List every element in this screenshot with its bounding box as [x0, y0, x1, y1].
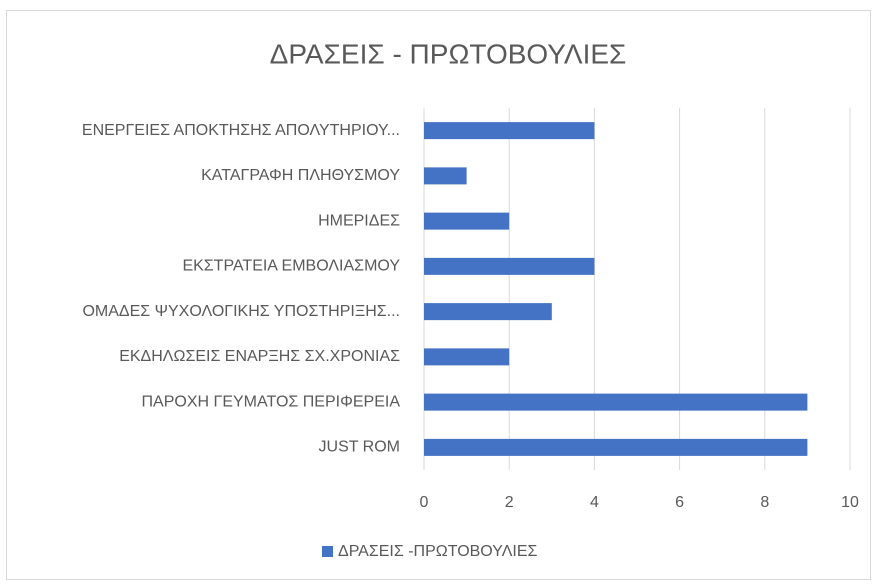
x-tick-label: 6: [675, 494, 684, 511]
bar: [424, 167, 467, 185]
chart-frame: [6, 10, 871, 580]
bar: [424, 393, 808, 411]
bar: [424, 438, 808, 456]
x-tick-label: 4: [590, 494, 599, 511]
bar: [424, 348, 510, 366]
legend-swatch: [322, 546, 333, 557]
y-tick-label: JUST ROM: [319, 439, 400, 456]
legend-label: ΔΡΑΣΕΙΣ -ΠΡΩΤΟΒΟΥΛΙΕΣ: [338, 543, 538, 560]
chart-title: ΔΡΑΣΕΙΣ - ΠΡΩΤΟΒΟΥΛΙΕΣ: [270, 38, 627, 69]
x-tick-label: 0: [420, 494, 429, 511]
x-tick-label: 2: [505, 494, 514, 511]
bar: [424, 122, 595, 140]
y-tick-label: ΠΑΡΟΧΗ ΓΕΥΜΑΤΟΣ ΠΕΡΙΦΕΡΕΙΑ: [142, 393, 401, 410]
y-tick-label: ΕΚΔΗΛΩΣΕΙΣ ΕΝΑΡΞΗΣ ΣΧ.ΧΡΟΝΙΑΣ: [119, 348, 400, 365]
bar: [424, 303, 552, 321]
y-tick-label: ΕΚΣΤΡΑΤΕΙΑ ΕΜΒΟΛΙΑΣΜΟΥ: [182, 258, 400, 275]
y-tick-label: ΕΝΕΡΓΕΙΕΣ ΑΠΟΚΤΗΣΗΣ ΑΠΟΛΥΤΗΡΙΟΥ...: [82, 122, 400, 139]
x-tick-label: 8: [760, 494, 769, 511]
y-tick-label: ΟΜΑΔΕΣ ΨΥΧΟΛΟΓΙΚΗΣ ΥΠΟΣΤΗΡΙΞΗΣ...: [82, 303, 400, 320]
bar: [424, 257, 595, 275]
bar: [424, 212, 510, 230]
y-tick-label: ΚΑΤΑΓΡΑΦΗ ΠΛΗΘΥΣΜΟΥ: [201, 167, 400, 184]
x-tick-label: 10: [841, 494, 859, 511]
y-tick-label: ΗΜΕΡΙΔΕΣ: [318, 212, 400, 229]
